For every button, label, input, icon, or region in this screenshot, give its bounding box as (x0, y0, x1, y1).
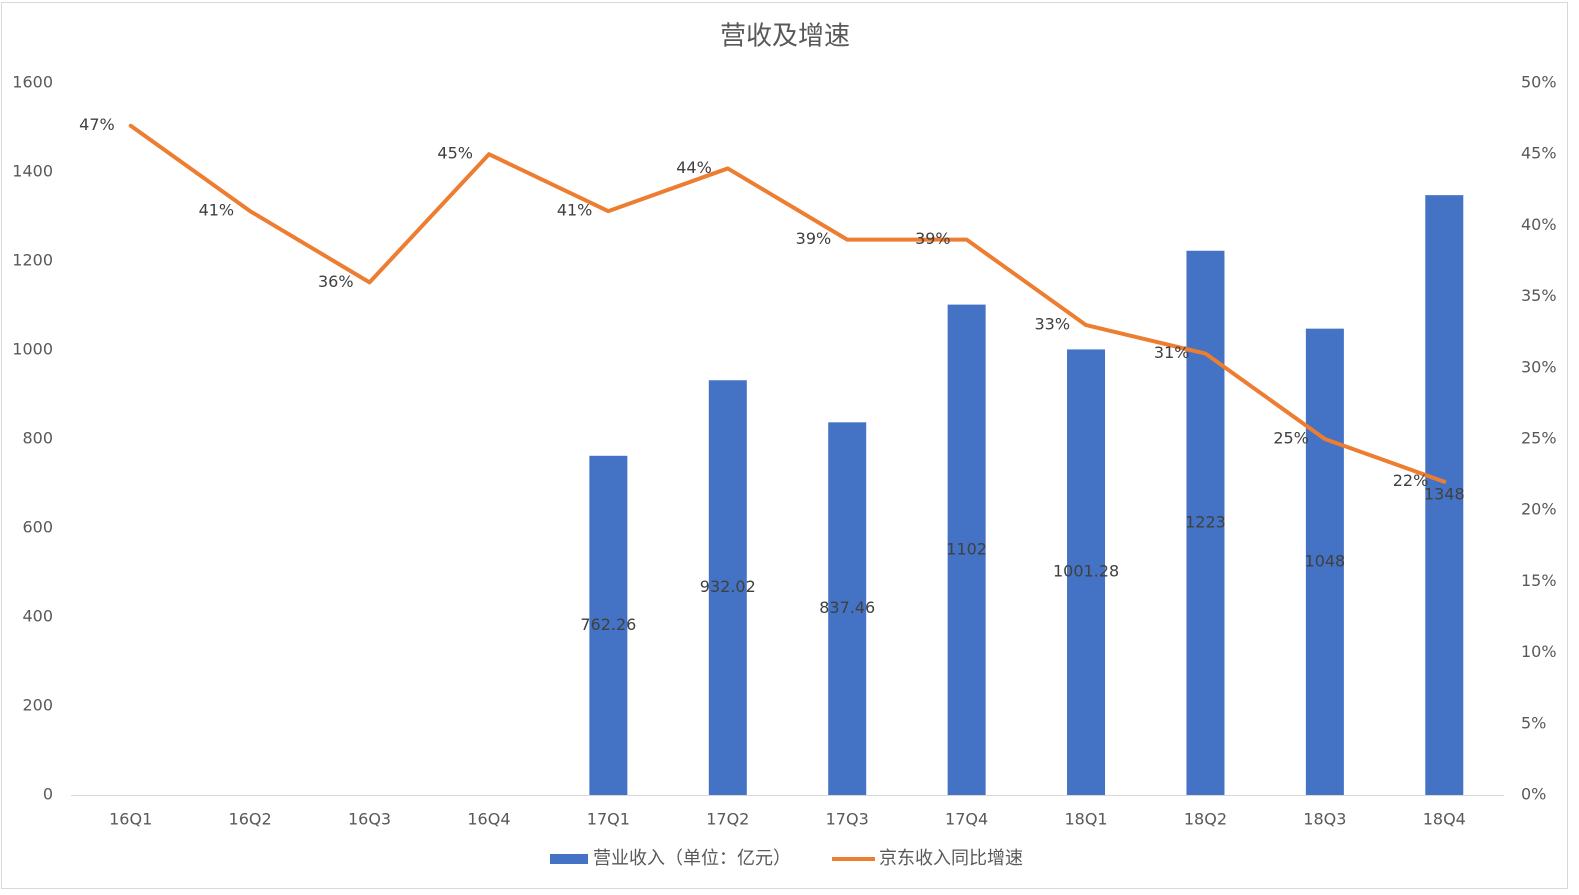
x-tick-label-17Q2: 17Q2 (706, 810, 749, 829)
revenue-bars (589, 195, 1464, 795)
right-y-tick-label: 15% (1521, 571, 1557, 590)
left-y-tick-label: 400 (22, 607, 53, 626)
x-tick-label-17Q3: 17Q3 (826, 810, 869, 829)
right-y-axis: 0% 5% 10% 15% 20% 25% 30% 35% 40% 45% 50% (1521, 73, 1557, 804)
right-y-tick-label: 0% (1521, 785, 1546, 804)
growth-label-18Q2: 31% (1154, 343, 1190, 362)
right-y-tick-label: 30% (1521, 357, 1557, 376)
right-y-tick-label: 10% (1521, 642, 1557, 661)
right-y-tick-label: 45% (1521, 144, 1557, 163)
growth-label-18Q1: 33% (1034, 315, 1070, 334)
bar-label-18Q1: 1001.28 (1053, 562, 1119, 581)
x-tick-label-18Q1: 18Q1 (1064, 810, 1107, 829)
x-tick-label-17Q1: 17Q1 (587, 810, 630, 829)
bar-label-17Q3: 837.46 (819, 598, 875, 617)
x-tick-label-16Q3: 16Q3 (348, 810, 391, 829)
growth-line (128, 123, 1447, 484)
legend-label-revenue: 营业收入（单位：亿元） (593, 848, 791, 869)
bar-label-18Q3: 1048 (1305, 551, 1346, 570)
growth-label-17Q4: 39% (915, 229, 951, 248)
right-y-tick-label: 5% (1521, 713, 1546, 732)
bar-18Q3 (1305, 328, 1344, 795)
growth-label-16Q2: 41% (199, 201, 235, 220)
bar-label-17Q1: 762.26 (580, 615, 636, 634)
chart-title: 营收及增速 (720, 22, 850, 52)
bar-label-18Q2: 1223 (1185, 512, 1226, 531)
growth-label-18Q3: 25% (1273, 429, 1309, 448)
bar-label-18Q4: 1348 (1424, 485, 1465, 504)
left-y-tick-label: 800 (22, 429, 53, 448)
right-y-tick-label: 20% (1521, 500, 1557, 519)
x-tick-label-18Q2: 18Q2 (1184, 810, 1227, 829)
x-tick-label-18Q4: 18Q4 (1423, 810, 1466, 829)
bar-17Q2 (708, 380, 747, 795)
bar-17Q1 (589, 455, 628, 795)
growth-label-17Q3: 39% (796, 229, 832, 248)
growth-label-18Q4: 22% (1393, 471, 1429, 490)
x-tick-label-17Q4: 17Q4 (945, 810, 988, 829)
bar-label-17Q4: 1102 (946, 539, 987, 558)
growth-line-labels: 47% 41% 36% 45% 41% 44% 39% 39% 33% 31% 25% 22% (79, 115, 1428, 490)
right-y-tick-label: 50% (1521, 73, 1557, 92)
legend-item-revenue: 营业收入（单位：亿元） (550, 848, 791, 869)
growth-line-layer (128, 123, 1447, 484)
growth-label-17Q2: 44% (676, 158, 712, 177)
left-y-tick-label: 600 (22, 518, 53, 537)
bar-label-17Q2: 932.02 (700, 577, 756, 596)
left-y-tick-label: 1000 (12, 340, 53, 359)
bar-17Q3 (828, 422, 867, 795)
bar-18Q1 (1067, 349, 1106, 795)
left-y-tick-label: 200 (22, 696, 53, 715)
left-y-tick-label: 1600 (12, 73, 53, 92)
x-tick-label-16Q1: 16Q1 (109, 810, 152, 829)
right-y-tick-label: 35% (1521, 286, 1557, 305)
legend-item-growth: 京东收入同比增速 (832, 848, 1023, 869)
right-y-tick-label: 25% (1521, 429, 1557, 448)
left-y-axis: 0 200 400 600 800 1000 1200 1400 1600 (12, 73, 53, 804)
legend-swatch-revenue (550, 854, 588, 864)
x-tick-label-18Q3: 18Q3 (1303, 810, 1346, 829)
legend-label-growth: 京东收入同比增速 (879, 848, 1023, 869)
growth-label-17Q1: 41% (557, 201, 593, 220)
legend: 营业收入（单位：亿元） 京东收入同比增速 (550, 848, 1023, 869)
growth-label-16Q4: 45% (437, 144, 473, 163)
left-y-tick-label: 0 (43, 785, 53, 804)
growth-label-16Q1: 47% (79, 115, 115, 134)
growth-label-16Q3: 36% (318, 272, 354, 291)
right-y-tick-label: 40% (1521, 215, 1557, 234)
left-y-tick-label: 1200 (12, 251, 53, 270)
bar-18Q4 (1425, 195, 1464, 795)
x-tick-label-16Q2: 16Q2 (229, 810, 272, 829)
bar-18Q2 (1186, 250, 1225, 795)
x-axis: 16Q1 16Q2 16Q3 16Q4 17Q1 17Q2 17Q3 17Q4 18Q1 18Q2… (109, 810, 1466, 829)
x-tick-label-16Q4: 16Q4 (467, 810, 510, 829)
bar-17Q4 (947, 304, 986, 795)
left-y-tick-label: 1400 (12, 162, 53, 181)
revenue-bar-labels: 762.26 932.02 837.46 1102 1001.28 1223 1048 134… (580, 485, 1464, 634)
